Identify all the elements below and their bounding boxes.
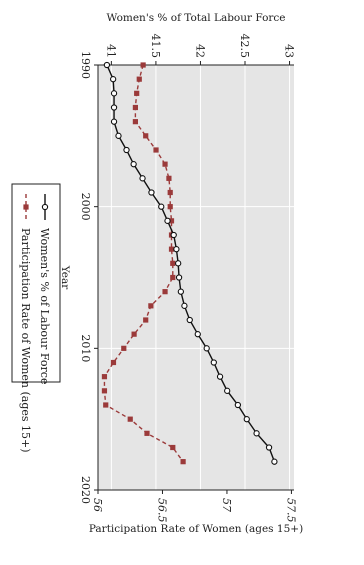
labour-force-share-point-2002 — [170, 231, 177, 239]
participation-rate-point-2004 — [170, 260, 176, 266]
participation-rate-point-1990 — [140, 62, 146, 68]
labour-force-share-point-2007 — [181, 302, 188, 309]
legend-box — [11, 183, 61, 383]
plot-area — [98, 65, 294, 490]
participation-rate-point-2018 — [180, 459, 186, 465]
labour-force-share-point-2003 — [173, 246, 180, 253]
right-axis-title: Participation Rate of Women (ages 15+) — [89, 523, 303, 535]
grid-lines — [98, 64, 294, 491]
participation-rate-point-2008 — [143, 317, 149, 323]
labour-force-share-point-1996 — [123, 146, 130, 154]
x-tick-labels: 1990 2000 2010 2020 — [79, 51, 92, 504]
labour-force-share-point-2000 — [158, 203, 165, 210]
right-tick-label-2: 57 — [220, 498, 233, 512]
left-axis-title: Women's % of Total Labour Force — [106, 12, 285, 24]
participation-rate-point-2013 — [101, 388, 108, 394]
chart-canvas: 1990 2000 2010 2020 41 41.5 42 42.5 43 56 56.5 57… — [11, 12, 303, 535]
labour-force-share-point-2018 — [271, 458, 278, 465]
legend-label-1: Participation Rate of Women (ages 15+) — [19, 228, 32, 453]
left-tick-label-1: 41.5 — [149, 34, 162, 59]
participation-rate-point-2016 — [144, 430, 150, 436]
participation-rate-point-1997 — [162, 161, 168, 167]
labour-force-share-point-2014 — [234, 401, 242, 409]
labour-force-share-point-2017 — [265, 444, 273, 451]
axis-frame — [94, 61, 294, 494]
labour-force-share-point-1999 — [148, 189, 155, 196]
x-axis-title: Year — [59, 265, 71, 290]
legend-marker-0 — [41, 203, 49, 211]
labour-force-share-point-2012 — [216, 373, 224, 380]
participation-rate-point-1999 — [167, 189, 173, 196]
participation-rate-point-1996 — [153, 147, 159, 153]
left-tick-labels: 41 41.5 42 42.5 43 — [104, 34, 295, 59]
labour-force-share-point-2010 — [203, 345, 210, 352]
participation-rate-point-2009 — [131, 331, 137, 337]
labour-force-share-point-1993 — [110, 104, 118, 111]
participation-rate-point-2017 — [170, 444, 176, 451]
participation-rate-point-2010 — [121, 345, 127, 351]
left-tick-label-0: 41 — [104, 44, 117, 58]
participation-rate-point-1993 — [132, 104, 138, 111]
labour-force-share-point-1994 — [110, 118, 118, 125]
labour-force-share-point-2016 — [253, 430, 260, 437]
labour-force-share-point-2009 — [194, 331, 201, 338]
participation-rate-point-2015 — [127, 416, 133, 422]
labour-force-share-point-1998 — [139, 175, 146, 182]
left-tick-label-2: 42 — [193, 44, 206, 58]
legend: Women's % of Labour Force Participation … — [11, 183, 61, 453]
labour-force-share-point-1991 — [109, 76, 117, 83]
participation-rate-point-1992 — [134, 90, 140, 96]
labour-force-share-point-2006 — [177, 288, 185, 295]
labour-force-share-point-2005 — [175, 274, 183, 281]
participation-rate-point-2012 — [101, 374, 108, 380]
legend-swatch-0 — [41, 194, 49, 220]
participation-rate-point-2007 — [148, 303, 154, 309]
participation-rate-point-2011 — [110, 359, 117, 366]
participation-rate-point-1994 — [132, 119, 138, 125]
labour-force-share-point-2015 — [243, 416, 250, 423]
right-tick-label-0: 56 — [91, 498, 104, 512]
labour-force-share-point-1992 — [110, 90, 118, 97]
participation-rate-point-2003 — [168, 246, 175, 252]
labour-force-share-point-2008 — [186, 316, 193, 324]
participation-rate-point-2006 — [162, 289, 168, 295]
labour-force-share-point-2013 — [224, 387, 231, 394]
labour-force-share-point-2011 — [210, 359, 217, 366]
participation-rate-point-1995 — [143, 133, 149, 139]
legend-label-0: Women's % of Labour Force — [38, 228, 51, 384]
x-tick-label-2: 2010 — [79, 334, 92, 362]
participation-rate-point-2014 — [103, 402, 109, 408]
left-tick-label-3: 42.5 — [238, 34, 251, 59]
x-tick-label-3: 2020 — [79, 476, 92, 504]
legend-swatch-1 — [23, 194, 29, 220]
labour-force-share-point-2004 — [175, 260, 182, 267]
participation-rate-point-2005 — [170, 274, 176, 281]
x-tick-label-0: 1990 — [79, 51, 92, 79]
legend-marker-1 — [23, 204, 29, 210]
right-tick-label-3: 57.5 — [284, 498, 297, 523]
left-tick-label-4: 43 — [283, 44, 296, 58]
right-tick-labels: 56 56.5 57 57.5 — [91, 498, 297, 523]
series-lines — [101, 61, 278, 465]
right-tick-label-1: 56.5 — [155, 498, 168, 523]
labour-force-share-point-1995 — [115, 132, 122, 139]
participation-rate-point-1998 — [166, 175, 172, 181]
labour-force-share-point-1990 — [103, 61, 111, 69]
labour-force-share-point-2001 — [164, 217, 171, 224]
labour-force-share-point-1997 — [130, 161, 137, 168]
participation-rate-point-2000 — [167, 204, 173, 210]
participation-rate-point-1991 — [136, 76, 142, 82]
x-tick-label-1: 2000 — [79, 193, 92, 221]
